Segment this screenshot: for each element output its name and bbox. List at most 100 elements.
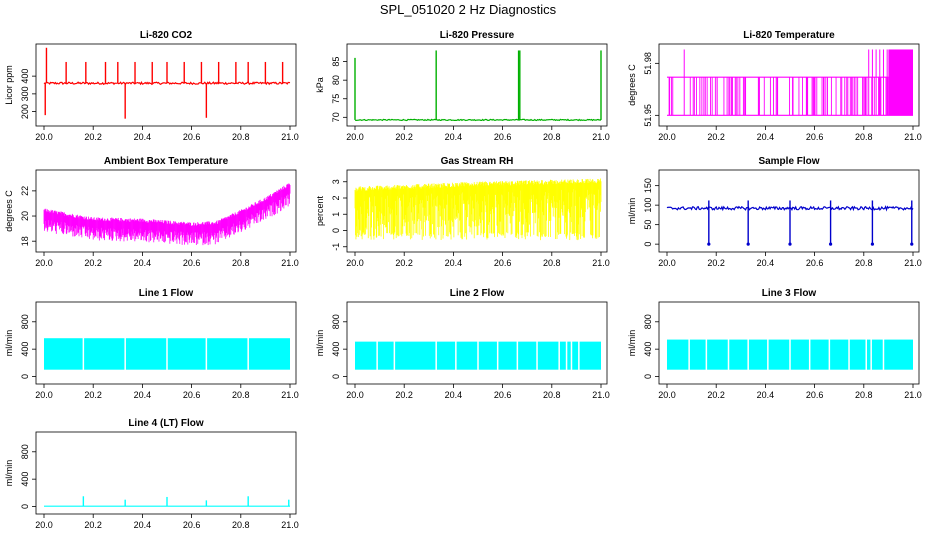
chart-panel: Li-820 Pressure kPa 20.0 20.2 20.4 20.6 20.8 21… <box>315 30 610 142</box>
y-tick-label: 3 <box>331 179 341 184</box>
plot-frame <box>346 43 608 127</box>
panel-title: Ambient Box Temperature <box>104 156 229 167</box>
drop-point <box>707 242 711 246</box>
x-tick-label: 20.4 <box>134 258 152 268</box>
x-tick-label: 20.6 <box>494 390 512 400</box>
chart-panel: Li-820 Temperature degrees C 20.0 20.2 20.4 2… <box>627 30 922 142</box>
chart-panel: Line 3 Flow ml/min 20.0 20.2 20.4 20.6 20.8 21.… <box>627 288 922 400</box>
x-tick-label: 20.6 <box>183 390 201 400</box>
y-axis-label: Licor ppm <box>4 65 14 105</box>
y-tick-label: 150 <box>643 178 653 193</box>
x-tick-label: 20.0 <box>658 390 676 400</box>
x-tick-label: 20.6 <box>183 132 201 142</box>
y-axis-label: kPa <box>315 77 325 93</box>
x-tick-label: 20.2 <box>707 390 725 400</box>
chart-panel: Line 1 Flow ml/min 20.0 20.2 20.4 20.6 20.8 21.… <box>4 288 299 400</box>
x-tick-label: 20.6 <box>183 258 201 268</box>
x-tick-label: 20.4 <box>757 258 775 268</box>
y-tick-label: 800 <box>20 444 30 459</box>
panel-title: Li-820 CO2 <box>140 30 193 41</box>
x-tick-label: 20.8 <box>232 258 250 268</box>
y-tick-label: 20 <box>20 211 30 221</box>
chart-panel: Line 2 Flow ml/min 20.0 20.2 20.4 20.6 20.8 21.… <box>315 288 610 400</box>
x-tick-label: 20.4 <box>757 390 775 400</box>
x-tick-label: 20.6 <box>183 520 201 530</box>
x-tick-label: 20.2 <box>395 258 413 268</box>
chart-panel: Li-820 CO2 Licor ppm 20.0 20.2 20.4 20.6 20.8 2… <box>4 30 299 142</box>
x-tick-label: 21.0 <box>904 258 922 268</box>
y-axis-label: ml/min <box>627 198 637 225</box>
x-tick-label: 20.0 <box>346 132 364 142</box>
panel-title: Line 1 Flow <box>139 288 194 299</box>
y-axis-label: degrees C <box>4 190 14 232</box>
panel-title: Li-820 Temperature <box>743 30 835 41</box>
x-tick-label: 21.0 <box>904 132 922 142</box>
x-tick-label: 20.2 <box>84 520 102 530</box>
y-tick-label: 400 <box>331 342 341 357</box>
x-tick-label: 20.4 <box>134 132 152 142</box>
y-tick-label: 70 <box>331 112 341 122</box>
y-tick-label: 50 <box>643 220 653 230</box>
panel-title: Sample Flow <box>758 156 819 167</box>
y-tick-label: 400 <box>20 342 30 357</box>
x-tick-label: 20.0 <box>35 390 53 400</box>
x-tick-label: 20.8 <box>543 258 561 268</box>
x-tick-label: 20.2 <box>84 390 102 400</box>
x-tick-label: 20.0 <box>658 132 676 142</box>
drop-point <box>788 242 792 246</box>
plot-frame <box>658 169 920 253</box>
panel-title: Line 3 Flow <box>762 288 817 299</box>
dense-band <box>888 49 913 116</box>
x-tick-label: 20.2 <box>707 132 725 142</box>
y-tick-label: 300 <box>20 86 30 101</box>
plot-frame <box>35 169 297 253</box>
chart-panel: Ambient Box Temperature degrees C 20.0 20.2… <box>4 156 299 268</box>
plot-frame <box>658 43 920 127</box>
panel-title: Li-820 Pressure <box>440 30 515 41</box>
y-tick-label: 0 <box>20 374 30 379</box>
x-tick-label: 21.0 <box>592 132 610 142</box>
y-tick-label: 85 <box>331 57 341 67</box>
panel-title: Gas Stream RH <box>441 156 514 167</box>
x-tick-label: 21.0 <box>904 390 922 400</box>
x-tick-label: 20.2 <box>395 390 413 400</box>
x-tick-label: 20.8 <box>232 132 250 142</box>
y-tick-label: 0 <box>331 374 341 379</box>
y-axis-label: ml/min <box>627 330 637 357</box>
chart-panel: Line 4 (LT) Flow ml/min 20.0 20.2 20.4 20.6 20… <box>4 418 299 530</box>
plot-frame <box>658 301 920 385</box>
x-tick-label: 20.0 <box>35 132 53 142</box>
drop-point <box>746 242 750 246</box>
y-tick-label: 75 <box>331 94 341 104</box>
y-axis-label: degrees C <box>627 64 637 106</box>
series-line <box>354 118 602 122</box>
x-tick-label: 20.6 <box>494 132 512 142</box>
x-tick-label: 20.2 <box>707 258 725 268</box>
x-tick-label: 20.4 <box>445 390 463 400</box>
y-tick-label: 800 <box>331 314 341 329</box>
x-tick-label: 20.6 <box>806 390 824 400</box>
y-tick-label: 400 <box>20 472 30 487</box>
x-tick-label: 20.4 <box>134 520 152 530</box>
x-tick-label: 21.0 <box>281 520 299 530</box>
y-tick-label: 51.98 <box>643 52 653 75</box>
x-tick-label: 20.8 <box>543 390 561 400</box>
y-tick-label: 800 <box>20 314 30 329</box>
y-tick-label: 18 <box>20 236 30 246</box>
x-tick-label: 20.4 <box>445 258 463 268</box>
chart-panel: Sample Flow ml/min 20.0 20.2 20.4 20.6 20.8 21.… <box>627 156 922 268</box>
plot-frame <box>35 43 297 127</box>
x-tick-label: 20.6 <box>806 258 824 268</box>
y-tick-label: 400 <box>20 69 30 84</box>
y-tick-label: 0 <box>643 374 653 379</box>
y-tick-label: 1 <box>331 212 341 217</box>
x-tick-label: 20.4 <box>134 390 152 400</box>
x-tick-label: 20.0 <box>35 258 53 268</box>
y-tick-label: 0 <box>643 242 653 247</box>
y-tick-label: 80 <box>331 75 341 85</box>
x-tick-label: 20.0 <box>346 258 364 268</box>
x-tick-label: 20.8 <box>232 390 250 400</box>
plot-frame <box>35 431 297 515</box>
y-tick-label: 200 <box>20 104 30 119</box>
